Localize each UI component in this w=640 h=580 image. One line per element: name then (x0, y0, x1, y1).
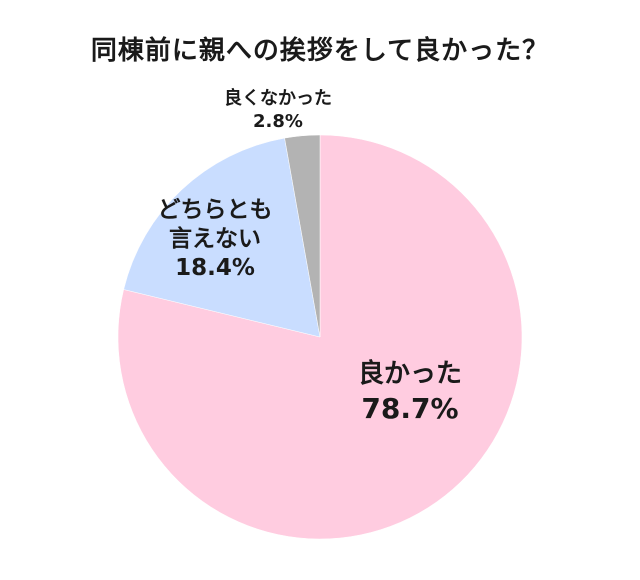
slice-name-good: 良かった (357, 359, 463, 389)
slice-value-neither: 18.4% (175, 254, 255, 281)
slice-value-bad: 2.8% (253, 110, 303, 132)
pie-slice-neither (123, 137, 321, 338)
slice-label-good: 良かった 78.7% (358, 358, 462, 426)
slice-label-bad: 良くなかった 2.8% (224, 88, 332, 133)
pie-slice-bad (284, 134, 321, 338)
chart-title: 同棟前に親への挨拶をして良かった？ (90, 36, 550, 66)
slice-name-bad: 良くなかった (224, 88, 332, 109)
slice-name-neither-line2: 言えない (169, 225, 261, 252)
slice-name-neither-line1: どちらとも (157, 197, 273, 223)
slice-value-good: 78.7% (361, 391, 459, 425)
slice-label-neither: どちらとも 言えない 18.4% (158, 196, 273, 282)
